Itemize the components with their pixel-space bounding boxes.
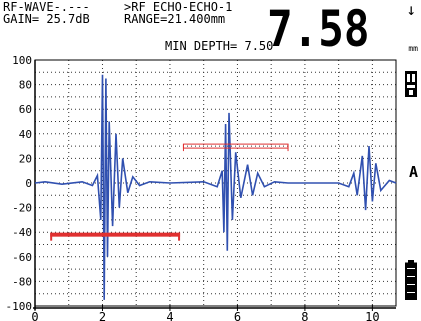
x-tick-label: 0 <box>31 310 38 321</box>
y-tick-label: 20 <box>19 152 32 165</box>
y-tick-label: -80 <box>12 275 32 288</box>
min-depth-label: MIN DEPTH= 7.50 <box>165 39 274 53</box>
gate-a-bar <box>50 232 181 237</box>
x-tick-label: 10 <box>365 310 379 321</box>
y-tick-label: 0 <box>25 177 32 190</box>
gate-a-start <box>50 232 53 241</box>
y-tick-label: -60 <box>12 251 32 264</box>
y-tick-label: 100 <box>12 54 32 67</box>
gate-a-end <box>178 232 181 241</box>
thickness-reading: 7.58 <box>266 0 369 58</box>
y-tick-label: -100 <box>6 300 33 313</box>
x-tick-label: 8 <box>301 310 308 321</box>
y-tick-label: 40 <box>19 128 32 141</box>
gate-mode-label: >RF ECHO-ECHO-1 <box>124 0 233 14</box>
down-arrow-icon: ↓ <box>406 0 416 19</box>
mode-label: RF-WAVE-.--- <box>3 0 90 14</box>
gain-label: GAIN= 25.7dB <box>3 12 90 26</box>
gate-letter: A <box>408 163 418 181</box>
y-tick-label: -20 <box>12 202 32 215</box>
y-tick-label: 60 <box>19 103 32 116</box>
y-tick-label: 80 <box>19 79 32 92</box>
x-tick-label: 2 <box>99 310 106 321</box>
reading-unit: mm <box>408 44 418 53</box>
y-tick-label: -40 <box>12 226 32 239</box>
x-tick-label: 4 <box>166 310 173 321</box>
x-tick-label: 6 <box>234 310 241 321</box>
probe-icon <box>405 71 417 97</box>
range-label: RANGE=21.400mm <box>124 12 226 26</box>
battery-icon <box>405 260 417 300</box>
rf-waveform-trace <box>34 74 397 300</box>
